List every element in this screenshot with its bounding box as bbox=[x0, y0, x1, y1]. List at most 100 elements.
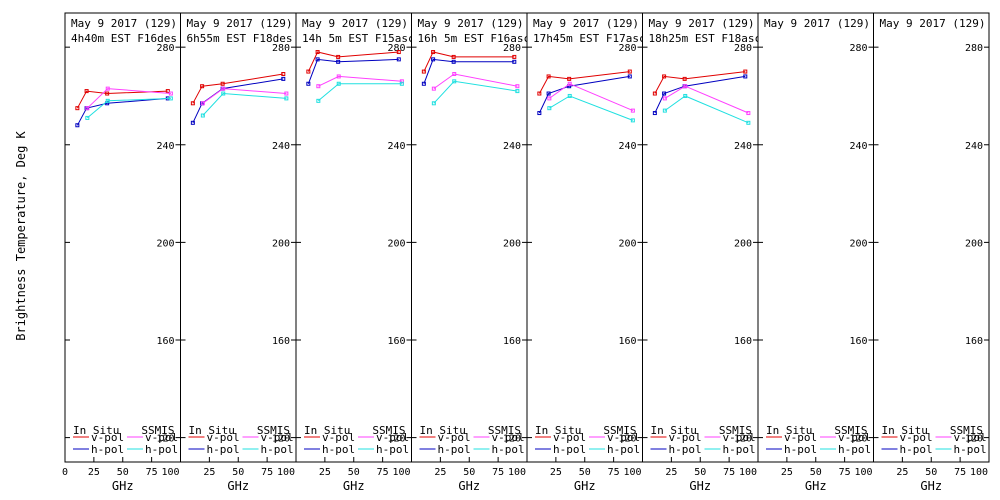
y-tick-label: 280 bbox=[503, 43, 521, 54]
legend-label-ssmis-v: v-pol bbox=[145, 431, 178, 444]
data-point-in-situ-v bbox=[165, 89, 170, 94]
legend-ssmis-title: SSMIS bbox=[834, 424, 867, 437]
panel-header: May 9 2017 (129) bbox=[880, 17, 986, 30]
legend-label-in-situ-v: v-pol bbox=[322, 431, 355, 444]
panel-header: May 9 2017 (129) 17h45m EST F17asc bbox=[533, 17, 643, 45]
legend-ssmis-title: SSMIS bbox=[719, 424, 752, 437]
series-line-in-situ-v bbox=[538, 71, 630, 94]
legend-in-situ-title: In Situ bbox=[535, 424, 581, 437]
panel-1: May 9 2017 (129) 4h40m EST F16des 120 160 20… bbox=[62, 12, 181, 493]
data-point-ssmis-h bbox=[683, 93, 688, 98]
panel-3: May 9 2017 (129) 14h 5m EST F15asc 120 160 2… bbox=[295, 12, 412, 493]
x-tick-label: 50 bbox=[348, 467, 360, 478]
legend-label-ssmis-v: v-pol bbox=[376, 431, 409, 444]
legend-in-situ-title: In Situ bbox=[420, 424, 466, 437]
panel-header: May 9 2017 (129) 16h 5m EST F16asc bbox=[418, 17, 531, 45]
x-tick-label: 100 bbox=[277, 467, 295, 478]
legend-label-in-situ-v: v-pol bbox=[669, 431, 702, 444]
y-tick-label: 200 bbox=[503, 238, 521, 249]
data-point-ssmis-h bbox=[399, 81, 404, 86]
x-tick-label: 25 bbox=[203, 467, 215, 478]
x-tick-label: 100 bbox=[508, 467, 526, 478]
x-tick-label: 75 bbox=[839, 467, 851, 478]
data-point-ssmis-h bbox=[567, 93, 572, 98]
panel-title: May 9 2017 (129) bbox=[880, 17, 986, 30]
series-line-in-situ-h bbox=[538, 75, 630, 114]
x-axis-label: GHz bbox=[227, 479, 249, 493]
series-line-ssmis-h bbox=[86, 97, 171, 119]
y-tick-label: 120 bbox=[387, 434, 405, 445]
data-point-in-situ-v bbox=[451, 54, 456, 59]
y-tick-label: 160 bbox=[272, 336, 290, 347]
series-line-ssmis-v bbox=[664, 85, 749, 114]
legend-label-in-situ-h: h-pol bbox=[900, 443, 933, 456]
legend-label-ssmis-h: h-pol bbox=[954, 443, 987, 456]
x-axis-label: GHz bbox=[920, 479, 942, 493]
legend-ssmis-title: SSMIS bbox=[950, 424, 983, 437]
legend-in-situ-title: In Situ bbox=[651, 424, 697, 437]
data-point-in-situ-v bbox=[105, 91, 110, 96]
data-point-in-situ-v bbox=[84, 89, 89, 94]
panel-title: May 9 2017 (129) bbox=[302, 17, 408, 30]
series-line-ssmis-h bbox=[433, 80, 518, 104]
y-tick-label: 280 bbox=[272, 43, 290, 54]
y-tick-label: 200 bbox=[849, 238, 867, 249]
y-tick-label: 240 bbox=[734, 141, 752, 152]
x-tick-label: 75 bbox=[146, 467, 158, 478]
legend-in-situ-title: In Situ bbox=[304, 424, 350, 437]
y-tick-label: 280 bbox=[965, 43, 983, 54]
x-tick-label: 75 bbox=[377, 467, 389, 478]
x-axis-label: GHz bbox=[112, 479, 134, 493]
y-tick-label: 200 bbox=[387, 238, 405, 249]
y-tick-label: 120 bbox=[272, 434, 290, 445]
series-line-ssmis-v bbox=[433, 73, 518, 90]
y-tick-label: 200 bbox=[156, 238, 174, 249]
data-point-in-situ-h bbox=[190, 120, 195, 125]
data-point-in-situ-h bbox=[512, 59, 517, 64]
data-point-in-situ-h bbox=[396, 57, 401, 62]
legend-label-in-situ-h: h-pol bbox=[784, 443, 817, 456]
x-tick-label: 75 bbox=[608, 467, 620, 478]
data-point-ssmis-v bbox=[431, 86, 436, 91]
data-point-in-situ-v bbox=[306, 69, 311, 74]
data-point-in-situ-v bbox=[200, 84, 205, 89]
series-line-ssmis-h bbox=[549, 95, 634, 121]
data-point-in-situ-h bbox=[306, 81, 311, 86]
x-tick-label: 50 bbox=[694, 467, 706, 478]
y-tick-label: 120 bbox=[965, 434, 983, 445]
data-point-in-situ-v bbox=[336, 54, 341, 59]
data-point-in-situ-v bbox=[512, 54, 517, 59]
panel-title: May 9 2017 (129) bbox=[187, 17, 293, 30]
x-tick-label: 50 bbox=[232, 467, 244, 478]
x-tick-label: 25 bbox=[88, 467, 100, 478]
panel-5: May 9 2017 (129) 17h45m EST F17asc 120 160 2… bbox=[526, 12, 643, 493]
x-tick-label: 75 bbox=[954, 467, 966, 478]
data-point-in-situ-v bbox=[396, 50, 401, 55]
data-point-in-situ-v bbox=[281, 72, 286, 77]
y-tick-label: 240 bbox=[272, 141, 290, 152]
data-point-in-situ-v bbox=[743, 69, 748, 74]
series-line-in-situ-v bbox=[307, 51, 399, 72]
series-line-in-situ-v bbox=[423, 51, 515, 72]
data-point-in-situ-h bbox=[421, 81, 426, 86]
y-tick-label: 280 bbox=[156, 43, 174, 54]
data-point-ssmis-h bbox=[316, 98, 321, 103]
y-tick-label: 160 bbox=[734, 336, 752, 347]
data-point-in-situ-v bbox=[627, 69, 632, 74]
legend-label-in-situ-v: v-pol bbox=[207, 431, 240, 444]
legend-label-ssmis-v: v-pol bbox=[723, 431, 756, 444]
legend-label-ssmis-v: v-pol bbox=[261, 431, 294, 444]
panel-header: May 9 2017 (129) 14h 5m EST F15asc bbox=[302, 17, 412, 45]
x-axis-label: GHz bbox=[458, 479, 480, 493]
y-tick-label: 160 bbox=[849, 336, 867, 347]
panel-subtitle: 18h25m EST F18asc bbox=[649, 32, 762, 45]
data-point-ssmis-h bbox=[168, 96, 173, 101]
data-point-ssmis-v bbox=[683, 84, 688, 89]
series-line-in-situ-h bbox=[423, 58, 515, 84]
series-line-ssmis-v bbox=[318, 75, 402, 87]
data-point-in-situ-h bbox=[336, 59, 341, 64]
panel-subtitle: 16h 5m EST F16asc bbox=[418, 32, 531, 45]
